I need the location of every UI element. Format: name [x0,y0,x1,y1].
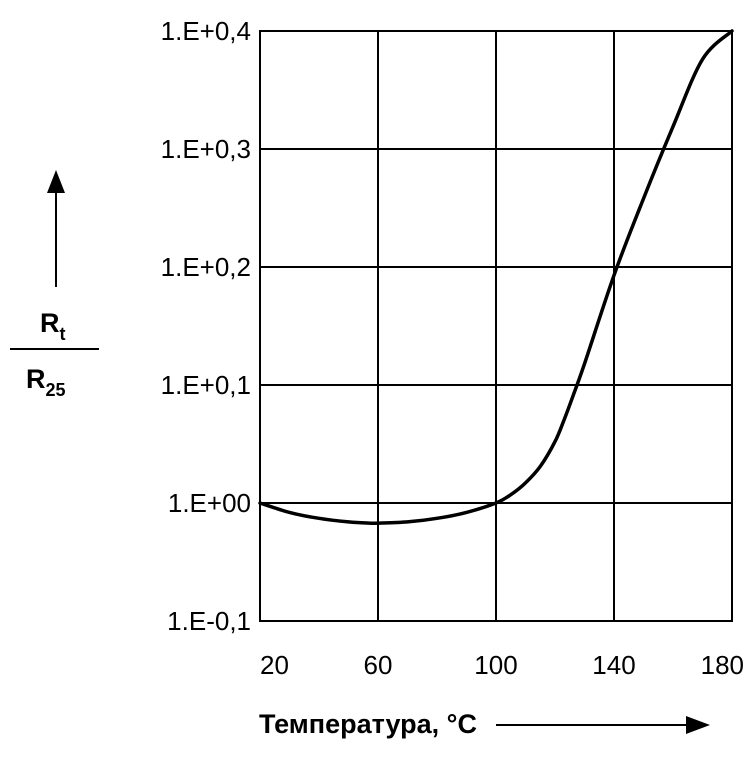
x-axis-title: Температура, °C [259,709,477,739]
svg-text:R25: R25 [26,364,66,400]
x-axis-arrow-head [686,716,710,734]
y-axis-label: Rt R25 [10,170,99,400]
x-tick-label: 20 [260,650,289,680]
x-tick-label: 180 [701,650,744,680]
y-axis-arrow-head [47,170,65,193]
y-tick-label: 1.E+0,2 [161,252,251,282]
x-tick-label: 100 [474,650,517,680]
series-line [258,29,734,525]
y-tick-label: 1.E+00 [168,488,251,518]
y-tick-labels: 1.E+0,4 1.E+0,3 1.E+0,2 1.E+0,1 1.E+00 1.E-0,… [161,16,251,636]
y-tick-label: 1.E-0,1 [167,606,251,636]
y-tick-label: 1.E+0,1 [161,370,251,400]
x-tick-label: 60 [364,650,393,680]
y-tick-label: 1.E+0,3 [161,134,251,164]
x-tick-label: 140 [592,650,635,680]
y-tick-label: 1.E+0,4 [161,16,251,46]
y-label-denominator: R [26,364,46,394]
y-label-numerator-sub: t [60,324,66,344]
y-label-numerator: R [40,308,60,338]
svg-text:Rt: Rt [40,308,66,344]
y-label-denominator-sub: 25 [46,380,66,400]
x-axis-label: Температура, °C [259,709,710,739]
x-tick-labels: 20 60 100 140 180 [260,650,744,680]
